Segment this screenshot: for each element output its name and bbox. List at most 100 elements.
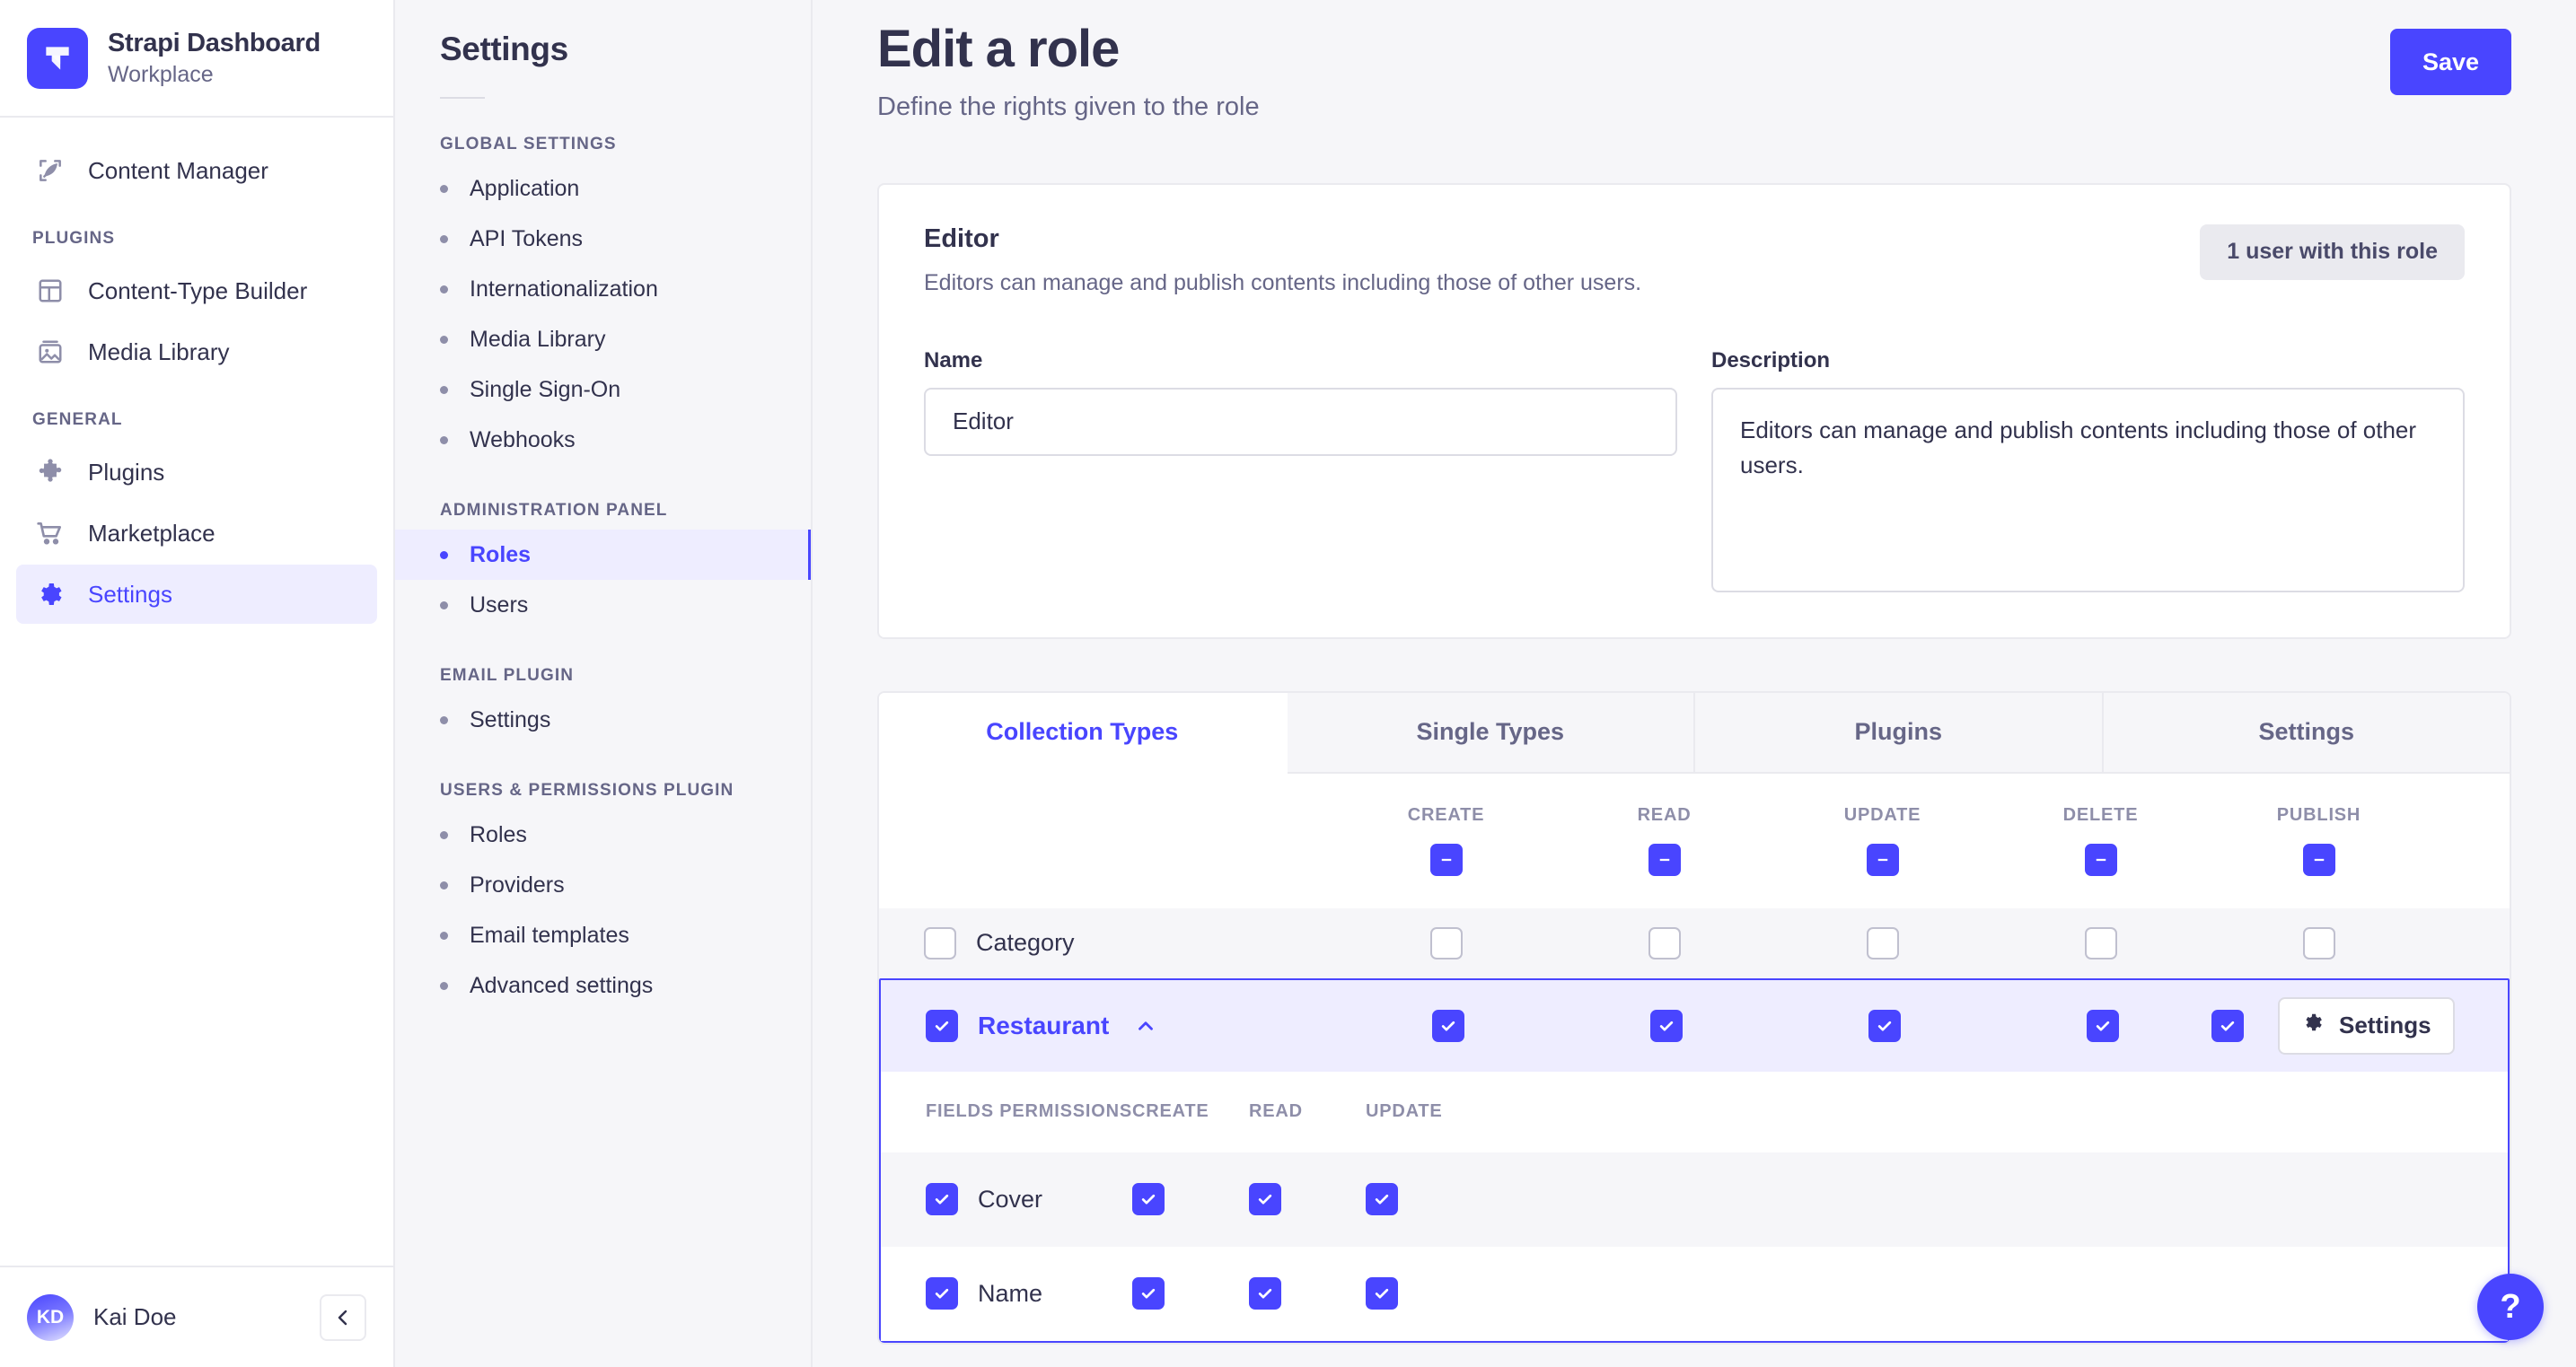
subnav-item-media-library[interactable]: Media Library <box>395 314 811 364</box>
subnav-item-label: Media Library <box>470 326 606 352</box>
main-sidebar: Strapi Dashboard Workplace Content Manag… <box>0 0 395 1367</box>
subnav-item-email-templates[interactable]: Email templates <box>395 910 811 960</box>
tab-settings[interactable]: Settings <box>2103 693 2510 774</box>
select-all-delete-checkbox[interactable] <box>2084 844 2117 877</box>
subnav-item-advanced-settings[interactable]: Advanced settings <box>395 960 811 1011</box>
fields-permissions-label: FIELDS PERMISSIONS <box>926 1101 1132 1122</box>
delete-checkbox[interactable] <box>2084 926 2117 960</box>
tab-single-types[interactable]: Single Types <box>1287 692 1695 774</box>
permissions-card: Collection Types Single Types Plugins Se… <box>877 690 2511 1345</box>
user-name[interactable]: Kai Doe <box>93 1303 177 1330</box>
field-select-checkbox[interactable] <box>926 1277 958 1310</box>
create-checkbox[interactable] <box>1431 1009 1464 1042</box>
select-all-read-checkbox[interactable] <box>1648 844 1681 877</box>
subnav-item-roles-up[interactable]: Roles <box>395 810 811 860</box>
delete-checkbox[interactable] <box>2086 1009 2119 1042</box>
bullet-icon <box>440 550 448 559</box>
list-item[interactable]: Name <box>881 1246 2508 1341</box>
row-select-checkbox[interactable] <box>924 926 956 960</box>
sidebar-item-content-type-builder[interactable]: Content-Type Builder <box>16 261 377 320</box>
subnav-item-roles-admin[interactable]: Roles <box>395 530 811 580</box>
chevron-up-icon[interactable] <box>1134 1014 1157 1038</box>
role-name: Editor <box>924 223 999 253</box>
subnav-item-label: Advanced settings <box>470 972 654 998</box>
select-all-publish-checkbox[interactable] <box>2302 844 2335 877</box>
sidebar-item-settings[interactable]: Settings <box>16 565 377 624</box>
field-update-checkbox[interactable] <box>1366 1277 1398 1310</box>
row-select-checkbox[interactable] <box>926 1009 958 1042</box>
update-checkbox[interactable] <box>1866 926 1899 960</box>
name-field-group: Name <box>924 348 1677 592</box>
subnav-item-internationalization[interactable]: Internationalization <box>395 264 811 314</box>
permissions-column-publish: PUBLISH <box>2210 805 2428 877</box>
publish-checkbox[interactable] <box>2211 1009 2244 1042</box>
sidebar-item-label: Plugins <box>88 458 165 486</box>
collapse-sidebar-button[interactable] <box>320 1293 366 1341</box>
avatar[interactable]: KD <box>27 1293 74 1341</box>
subnav-item-single-sign-on[interactable]: Single Sign-On <box>395 364 811 415</box>
bullet-icon <box>440 285 448 294</box>
field-create-checkbox[interactable] <box>1132 1277 1165 1310</box>
field-create-checkbox[interactable] <box>1132 1183 1165 1216</box>
sidebar-item-content-manager[interactable]: Content Manager <box>16 141 377 200</box>
sidebar-nav: Content Manager PLUGINS Content-Type Bui… <box>0 118 393 1266</box>
bullet-icon <box>440 881 448 889</box>
subnav-item-providers[interactable]: Providers <box>395 860 811 910</box>
field-read-checkbox[interactable] <box>1249 1183 1281 1216</box>
description-input[interactable] <box>1711 387 2465 592</box>
help-button[interactable]: ? <box>2477 1274 2544 1340</box>
select-all-update-checkbox[interactable] <box>1866 844 1899 877</box>
gear-icon <box>2301 1011 2325 1040</box>
fields-permissions-header: FIELDS PERMISSIONS CREATE READ UPDATE <box>881 1071 2508 1152</box>
settings-subnav: Settings GLOBAL SETTINGS Application API… <box>395 0 813 1367</box>
field-update-checkbox[interactable] <box>1366 1183 1398 1216</box>
role-card-header: Editor Editors can manage and publish co… <box>924 223 2465 296</box>
role-description: Editors can manage and publish contents … <box>924 269 1642 295</box>
fields-column-create: CREATE <box>1132 1101 1209 1122</box>
table-row[interactable]: Category <box>879 907 2510 978</box>
subnav-item-label: API Tokens <box>470 225 584 251</box>
fields-column-read: READ <box>1249 1101 1303 1122</box>
cell-create <box>1337 926 1555 960</box>
sidebar-item-media-library[interactable]: Media Library <box>16 322 377 381</box>
sidebar-item-marketplace[interactable]: Marketplace <box>16 504 377 563</box>
subnav-item-email-settings[interactable]: Settings <box>395 695 811 745</box>
name-input[interactable] <box>924 387 1677 456</box>
tab-collection-types[interactable]: Collection Types <box>879 692 1288 774</box>
table-row[interactable]: Restaurant <box>881 979 2508 1072</box>
feather-icon <box>32 153 68 188</box>
column-label: CREATE <box>1407 805 1485 826</box>
subnav-item-webhooks[interactable]: Webhooks <box>395 415 811 465</box>
read-checkbox[interactable] <box>1649 1009 1683 1042</box>
create-checkbox[interactable] <box>1429 926 1463 960</box>
subnav-item-label: Roles <box>470 541 532 567</box>
subnav-header: Settings <box>395 0 811 99</box>
publish-checkbox[interactable] <box>2302 926 2335 960</box>
subnav-item-application[interactable]: Application <box>395 163 811 214</box>
select-all-create-checkbox[interactable] <box>1429 844 1463 877</box>
tab-plugins[interactable]: Plugins <box>1695 692 2104 774</box>
brand-header[interactable]: Strapi Dashboard Workplace <box>0 0 393 118</box>
row-settings-button[interactable]: Settings <box>2278 996 2455 1055</box>
permissions-header-row: CREATE READ UPDATE <box>879 773 2510 908</box>
field-select-checkbox[interactable] <box>926 1183 958 1216</box>
subnav-item-users[interactable]: Users <box>395 580 811 630</box>
sidebar-item-plugins[interactable]: Plugins <box>16 443 377 502</box>
sidebar-item-label: Media Library <box>88 337 230 365</box>
subnav-item-label: Settings <box>470 706 551 732</box>
subnav-group-label-administration-panel: ADMINISTRATION PANEL <box>440 501 668 520</box>
sidebar-item-label: Content Manager <box>88 156 268 184</box>
cell-read <box>1557 1009 1775 1042</box>
read-checkbox[interactable] <box>1648 926 1681 960</box>
puzzle-icon <box>32 454 68 490</box>
update-checkbox[interactable] <box>1868 1009 1901 1042</box>
cell-update <box>1773 926 1991 960</box>
role-details-card: Editor Editors can manage and publish co… <box>877 182 2511 639</box>
list-item[interactable]: Cover <box>881 1152 2508 1247</box>
gear-icon <box>32 576 68 612</box>
subnav-group-label-global-settings: GLOBAL SETTINGS <box>440 135 617 153</box>
subnav-item-api-tokens[interactable]: API Tokens <box>395 214 811 264</box>
save-button[interactable]: Save <box>2389 29 2511 95</box>
field-read-checkbox[interactable] <box>1249 1277 1281 1310</box>
permissions-column-read: READ <box>1555 805 1773 877</box>
